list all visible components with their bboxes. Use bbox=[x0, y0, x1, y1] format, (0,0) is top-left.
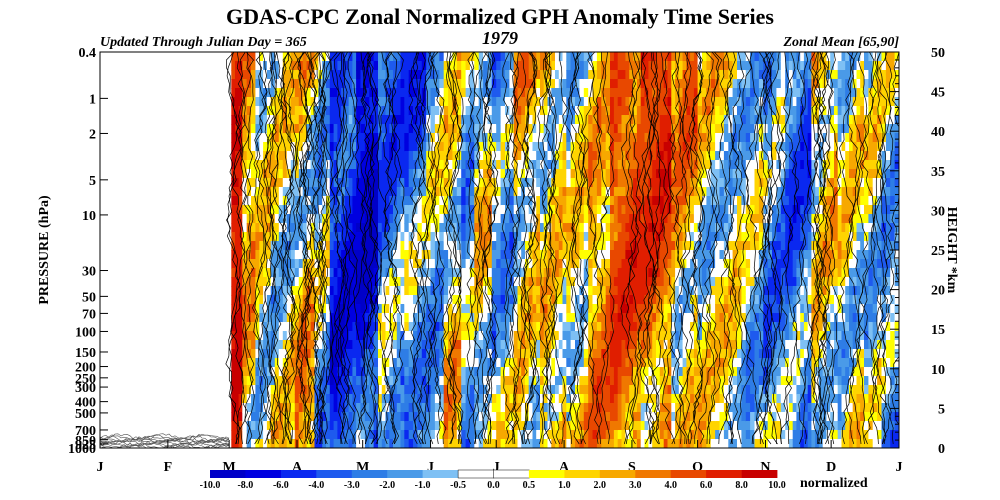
colorbar-label: 1.0 bbox=[558, 480, 571, 491]
colorbar-swatch bbox=[599, 470, 636, 478]
colorbar-label: 4.0 bbox=[664, 480, 677, 491]
colorbar-swatch bbox=[245, 470, 282, 478]
chart-subtitle-right: Zonal Mean [65,90] bbox=[783, 35, 900, 50]
colorbar-swatch bbox=[528, 470, 565, 478]
colorbar-label: 10.0 bbox=[768, 480, 786, 491]
y2-axis-label: HEIGHT *km bbox=[944, 207, 959, 294]
pressure-tick-label: 200 bbox=[75, 361, 96, 376]
height-tick-label: 20 bbox=[931, 284, 945, 299]
colorbar-swatch bbox=[280, 470, 317, 478]
colorbar-label: 0.0 bbox=[487, 480, 500, 491]
month-tick-label: F bbox=[164, 460, 173, 475]
colorbar-swatch bbox=[387, 470, 423, 478]
colorbar-label: 3.0 bbox=[629, 480, 642, 491]
month-tick-label: N bbox=[760, 460, 770, 475]
pressure-tick-label: 70 bbox=[82, 307, 96, 322]
colorbar: -10.0 -8.0 -6.0 -4.0 -3.0 -2.0 -1.0 -0.5 0.0 0.5 1… bbox=[200, 469, 786, 491]
month-tick-label: J bbox=[493, 460, 500, 475]
month-tick-label: J bbox=[427, 460, 434, 475]
colorbar-swatch bbox=[493, 469, 530, 479]
pressure-tick-label: 400 bbox=[75, 396, 96, 411]
pressure-tick-label: 50 bbox=[82, 290, 96, 305]
pressure-tick-label: 100 bbox=[75, 325, 96, 340]
colorbar-label: -10.0 bbox=[200, 480, 221, 491]
pressure-tick-label: 150 bbox=[75, 346, 96, 361]
colorbar-label: 2.0 bbox=[594, 480, 607, 491]
pressure-tick-label: 925 bbox=[75, 438, 96, 453]
pressure-tick-label: 30 bbox=[82, 265, 96, 280]
chart-year: 1979 bbox=[482, 28, 518, 48]
pressure-tick-label: 2 bbox=[89, 127, 96, 142]
colorbar-unit: normalized bbox=[800, 476, 868, 491]
contour-lines bbox=[225, 52, 899, 445]
pressure-tick-label: 1000 bbox=[68, 442, 96, 457]
month-tick-label: J bbox=[896, 460, 903, 475]
colorbar-swatch bbox=[422, 470, 459, 478]
y-axis-label: PRESSURE (hPa) bbox=[37, 195, 52, 305]
height-tick-label: 40 bbox=[931, 125, 945, 140]
pressure-tick-label: 500 bbox=[75, 407, 96, 422]
pressure-tick-label: 1 bbox=[89, 92, 96, 107]
pressure-tick-label: 5 bbox=[89, 174, 96, 189]
chart-title: GDAS-CPC Zonal Normalized GPH Anomaly Ti… bbox=[226, 4, 774, 29]
surface-data-trace bbox=[100, 433, 230, 448]
colorbar-swatch bbox=[564, 470, 601, 478]
colorbar-swatch bbox=[210, 470, 246, 478]
colorbar-label: -8.0 bbox=[237, 480, 253, 491]
pressure-tick-label: 700 bbox=[75, 424, 96, 439]
pressure-tick-label: 0.4 bbox=[79, 46, 97, 61]
colorbar-swatch bbox=[706, 470, 742, 478]
colorbar-swatch bbox=[741, 470, 778, 478]
height-axis: 0 5 10 15 20 25 30 35 40 45 50 bbox=[890, 46, 945, 457]
pressure-tick-label: 10 bbox=[82, 209, 96, 224]
height-tick-label: 35 bbox=[931, 165, 945, 180]
height-tick-label: 50 bbox=[931, 46, 945, 61]
colorbar-label: 6.0 bbox=[700, 480, 713, 491]
height-tick-label: 15 bbox=[931, 323, 945, 338]
colorbar-label: -3.0 bbox=[344, 480, 360, 491]
colorbar-swatch bbox=[670, 470, 707, 478]
colorbar-swatch bbox=[351, 470, 388, 478]
colorbar-label: -0.5 bbox=[450, 480, 466, 491]
height-tick-label: 0 bbox=[938, 442, 945, 457]
height-tick-label: 25 bbox=[931, 244, 945, 259]
height-tick-label: 30 bbox=[931, 204, 945, 219]
month-tick-label: A bbox=[292, 460, 303, 475]
colorbar-swatch bbox=[316, 470, 353, 478]
month-tick-label: O bbox=[692, 460, 703, 475]
colorbar-swatch bbox=[457, 469, 495, 479]
pressure-tick-label: 250 bbox=[75, 372, 96, 387]
chart-subtitle-left: Updated Through Julian Day = 365 bbox=[100, 35, 307, 50]
height-tick-label: 45 bbox=[931, 86, 945, 101]
pressure-tick-label: 850 bbox=[75, 434, 96, 449]
month-tick-label: J bbox=[97, 460, 104, 475]
height-tick-label: 5 bbox=[938, 402, 945, 417]
colorbar-label: -4.0 bbox=[308, 480, 324, 491]
colorbar-label: -1.0 bbox=[415, 480, 431, 491]
colorbar-label: 0.5 bbox=[523, 480, 536, 491]
colorbar-label: 8.0 bbox=[735, 480, 748, 491]
month-tick-label: D bbox=[826, 460, 836, 475]
height-tick-label: 10 bbox=[931, 363, 945, 378]
colorbar-label: -2.0 bbox=[379, 480, 395, 491]
pressure-tick-label: 300 bbox=[75, 381, 96, 396]
colorbar-swatch bbox=[635, 470, 672, 478]
month-tick-label: S bbox=[628, 460, 636, 475]
colorbar-label: -6.0 bbox=[273, 480, 289, 491]
month-tick-label: A bbox=[559, 460, 570, 475]
